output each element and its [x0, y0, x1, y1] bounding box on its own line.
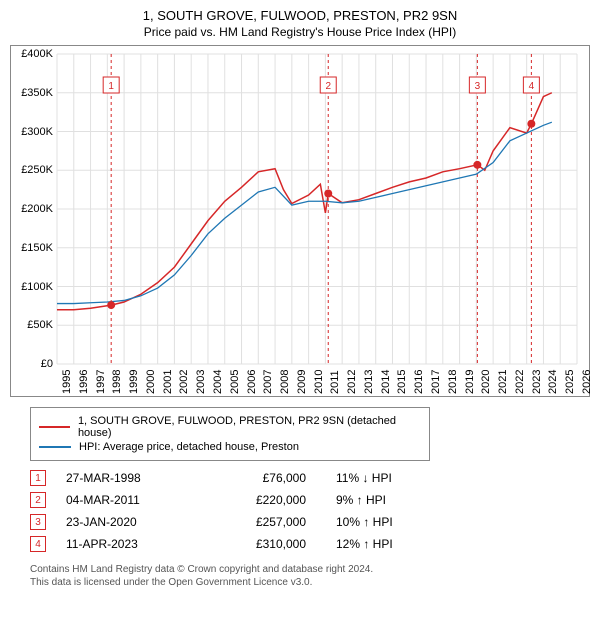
- transaction-pct: 10% ↑ HPI: [336, 515, 436, 529]
- transaction-pct: 9% ↑ HPI: [336, 493, 436, 507]
- table-row: 3 23-JAN-2020£257,000 10% ↑ HPI: [30, 511, 590, 533]
- chart-container: 1 2 3 4 £0 £50K £100K £150K £200K £250K £300K £350…: [10, 45, 590, 397]
- transaction-price: £76,000: [206, 471, 306, 485]
- table-row: 1 27-MAR-1998£76,000 11% ↓ HPI: [30, 467, 590, 489]
- legend-label: 1, SOUTH GROVE, FULWOOD, PRESTON, PR2 9S…: [78, 415, 421, 439]
- svg-text:4: 4: [529, 81, 535, 92]
- svg-text:3: 3: [475, 81, 481, 92]
- chart-title: 1, SOUTH GROVE, FULWOOD, PRESTON, PR2 9S…: [0, 0, 600, 23]
- transaction-pct: 12% ↑ HPI: [336, 537, 436, 551]
- footer-line2: This data is licensed under the Open Gov…: [30, 576, 590, 589]
- transaction-marker-box: 3: [30, 514, 46, 530]
- transaction-marker-box: 4: [30, 536, 46, 552]
- transaction-price: £220,000: [206, 493, 306, 507]
- legend-label: HPI: Average price, detached house, Pres…: [79, 441, 299, 453]
- y-tick-label: £50K: [15, 319, 53, 331]
- transaction-marker-box: 2: [30, 492, 46, 508]
- transaction-pct: 11% ↓ HPI: [336, 471, 436, 485]
- transaction-price: £257,000: [206, 515, 306, 529]
- legend-item: HPI: Average price, detached house, Pres…: [39, 440, 421, 454]
- y-tick-label: £250K: [15, 164, 53, 176]
- plot-area: 1 2 3 4: [57, 54, 577, 364]
- legend-swatch: [39, 446, 71, 448]
- footer-attribution: Contains HM Land Registry data © Crown c…: [30, 563, 590, 589]
- svg-text:2: 2: [325, 81, 331, 92]
- svg-text:1: 1: [108, 81, 114, 92]
- transaction-date: 04-MAR-2011: [66, 493, 206, 507]
- transaction-price: £310,000: [206, 537, 306, 551]
- y-tick-label: £200K: [15, 203, 53, 215]
- y-tick-label: £0: [15, 358, 53, 370]
- legend-swatch: [39, 426, 70, 428]
- footer-line1: Contains HM Land Registry data © Crown c…: [30, 563, 590, 576]
- chart-svg: 1 2 3 4: [57, 54, 577, 364]
- legend-item: 1, SOUTH GROVE, FULWOOD, PRESTON, PR2 9S…: [39, 414, 421, 440]
- table-row: 2 04-MAR-2011£220,000 9% ↑ HPI: [30, 489, 590, 511]
- y-tick-label: £100K: [15, 281, 53, 293]
- y-tick-label: £150K: [15, 242, 53, 254]
- transaction-marker-box: 1: [30, 470, 46, 486]
- table-row: 4 11-APR-2023£310,000 12% ↑ HPI: [30, 533, 590, 555]
- transaction-table: 1 27-MAR-1998£76,000 11% ↓ HPI 2 04-MAR-2011…: [30, 467, 590, 555]
- transaction-date: 23-JAN-2020: [66, 515, 206, 529]
- transaction-date: 27-MAR-1998: [66, 471, 206, 485]
- y-tick-label: £350K: [15, 87, 53, 99]
- chart-subtitle: Price paid vs. HM Land Registry's House …: [0, 23, 600, 45]
- legend: 1, SOUTH GROVE, FULWOOD, PRESTON, PR2 9S…: [30, 407, 430, 461]
- y-tick-label: £400K: [15, 48, 53, 60]
- y-tick-label: £300K: [15, 126, 53, 138]
- transaction-date: 11-APR-2023: [66, 537, 206, 551]
